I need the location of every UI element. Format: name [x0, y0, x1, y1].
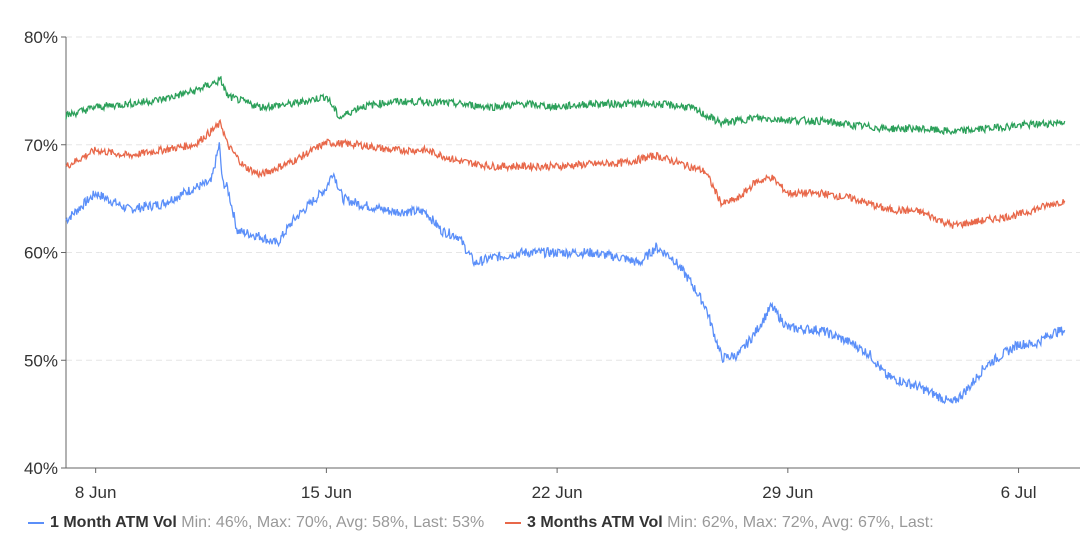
legend-item-1-month[interactable]: 1 Month ATM Vol Min: 46%, Max: 70%, Avg:…	[28, 514, 484, 532]
x-tick-label: 29 Jun	[762, 483, 813, 502]
legend: 1 Month ATM Vol Min: 46%, Max: 70%, Avg:…	[28, 514, 1080, 538]
y-tick-label: 80%	[24, 28, 58, 47]
legend-line-3-months	[505, 521, 521, 524]
y-tick-label: 40%	[24, 459, 58, 478]
series-line-1	[65, 118, 1066, 230]
y-tick-label: 70%	[24, 136, 58, 155]
legend-name: 3 Months ATM Vol	[527, 514, 663, 531]
legend-item-3-months[interactable]: 3 Months ATM Vol Min: 62%, Max: 72%, Avg…	[505, 514, 934, 532]
legend-stats: Min: 46%, Max: 70%, Avg: 58%, Last: 53%	[181, 514, 485, 531]
x-tick-label: 15 Jun	[301, 483, 352, 502]
legend-stats: Min: 62%, Max: 72%, Avg: 67%, Last:	[667, 514, 934, 531]
x-tick-label: 22 Jun	[532, 483, 583, 502]
y-tick-label: 60%	[24, 244, 58, 263]
legend-line-1-month	[28, 521, 44, 524]
legend-name: 1 Month ATM Vol	[50, 514, 177, 531]
series-line-0	[65, 142, 1066, 405]
x-tick-label: 6 Jul	[1001, 483, 1037, 502]
y-tick-label: 50%	[24, 351, 58, 370]
series-line-2	[65, 75, 1066, 136]
x-tick-label: 8 Jun	[75, 483, 117, 502]
